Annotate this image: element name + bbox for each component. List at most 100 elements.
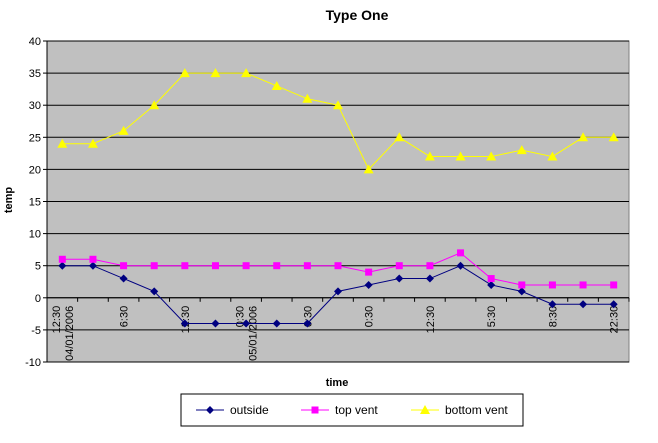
data-point-bottom-vent [302, 93, 313, 103]
y-tick-label: 15 [29, 197, 41, 209]
x-tick-label: 0:30 [235, 306, 247, 327]
data-point-bottom-vent [271, 80, 282, 90]
x-axis-label: time [326, 377, 349, 389]
data-point-bottom-vent [455, 151, 466, 161]
legend-item-top-vent: top vent [301, 403, 378, 417]
data-point-bottom-vent [547, 151, 558, 161]
data-point-outside [88, 261, 97, 270]
data-point-bottom-vent [87, 138, 98, 148]
data-point-outside [272, 319, 281, 328]
legend: outside top vent bottom vent [180, 393, 524, 427]
x-tick-label: 05/01/2006 [248, 306, 260, 361]
data-point-bottom-vent [333, 100, 343, 110]
y-tick-label: 0 [35, 293, 41, 305]
data-point-bottom-vent [424, 151, 435, 161]
data-point-bottom-vent [118, 125, 129, 135]
x-tick-label: 12:30 [180, 306, 192, 334]
data-point-top-vent [120, 262, 128, 270]
data-point-top-vent [548, 281, 556, 289]
data-point-top-vent [303, 262, 311, 270]
series-layer [57, 68, 619, 328]
data-point-outside [119, 274, 128, 283]
data-point-top-vent [426, 262, 434, 270]
data-point-outside [579, 300, 588, 309]
data-point-outside [334, 287, 342, 296]
data-point-outside [58, 261, 67, 270]
data-point-top-vent [211, 262, 219, 270]
data-point-top-vent [395, 262, 403, 270]
data-point-outside [487, 280, 496, 289]
data-point-outside [303, 319, 312, 328]
data-point-outside [211, 319, 220, 328]
data-point-top-vent [487, 275, 495, 283]
data-point-bottom-vent [179, 68, 190, 78]
y-tick-label: 30 [29, 100, 41, 112]
data-point-bottom-vent [149, 100, 160, 110]
legend-label-bottom-vent: bottom vent [445, 403, 508, 417]
data-point-outside [609, 300, 618, 309]
y-tick-label: -10 [25, 357, 41, 369]
legend-label-outside: outside [230, 403, 269, 417]
series-bottom-vent [57, 68, 619, 174]
data-point-bottom-vent [486, 151, 497, 161]
x-tick-label: 12:30 [425, 306, 437, 334]
data-point-bottom-vent [394, 132, 405, 142]
data-point-top-vent [518, 281, 526, 289]
x-tick-label: 22:30 [609, 306, 621, 334]
legend-item-bottom-vent: bottom vent [411, 403, 508, 417]
y-tick-label: 20 [29, 164, 41, 176]
data-point-outside [395, 274, 404, 283]
y-tick-label: 10 [29, 229, 41, 241]
legend-label-top-vent: top vent [335, 403, 378, 417]
legend-marker-top-vent [311, 406, 319, 414]
data-point-bottom-vent [363, 164, 374, 174]
data-point-top-vent [273, 262, 281, 270]
data-point-top-vent [334, 262, 342, 270]
y-tick-label: 35 [29, 68, 41, 80]
y-tick-label: -5 [31, 325, 41, 337]
data-point-top-vent [181, 262, 189, 270]
data-point-outside [242, 319, 251, 328]
x-tick-label: 0:30 [364, 306, 376, 327]
series-outside [58, 261, 618, 328]
data-point-top-vent [89, 255, 97, 263]
data-point-bottom-vent [241, 68, 252, 78]
data-point-outside [548, 300, 557, 309]
legend-marker-outside [206, 406, 214, 414]
y-tick-label: 40 [29, 36, 41, 48]
data-point-outside [517, 287, 526, 296]
data-point-top-vent [242, 262, 250, 270]
data-point-bottom-vent [516, 145, 527, 155]
data-point-outside [150, 287, 159, 296]
data-point-top-vent [457, 249, 465, 257]
x-tick-label: 12:30 [51, 306, 63, 334]
data-point-outside [425, 274, 434, 283]
data-point-bottom-vent [57, 138, 68, 148]
x-tick-label: 5:30 [486, 306, 498, 327]
x-tick-label: 04/01/2006 [64, 306, 76, 361]
y-axis-label: temp [3, 187, 15, 214]
legend-marker-bottom-vent [420, 405, 430, 414]
legend-item-outside: outside [196, 403, 269, 417]
legend-box [180, 393, 524, 427]
data-point-outside [456, 261, 465, 270]
x-tick-label: 8:30 [547, 306, 559, 327]
data-point-bottom-vent [608, 132, 619, 142]
data-point-outside [180, 319, 189, 328]
data-point-top-vent [58, 255, 66, 263]
data-point-top-vent [610, 281, 618, 289]
series-top-vent [58, 249, 618, 289]
data-point-outside [364, 280, 373, 289]
chart-title: Type One [326, 7, 389, 23]
data-point-top-vent [579, 281, 587, 289]
data-point-top-vent [365, 268, 373, 276]
data-point-bottom-vent [210, 68, 221, 78]
y-tick-label: 5 [35, 261, 41, 273]
data-point-top-vent [150, 262, 158, 270]
data-point-bottom-vent [578, 132, 589, 142]
x-tick-label: 6:30 [119, 306, 131, 327]
y-tick-label: 25 [29, 132, 41, 144]
